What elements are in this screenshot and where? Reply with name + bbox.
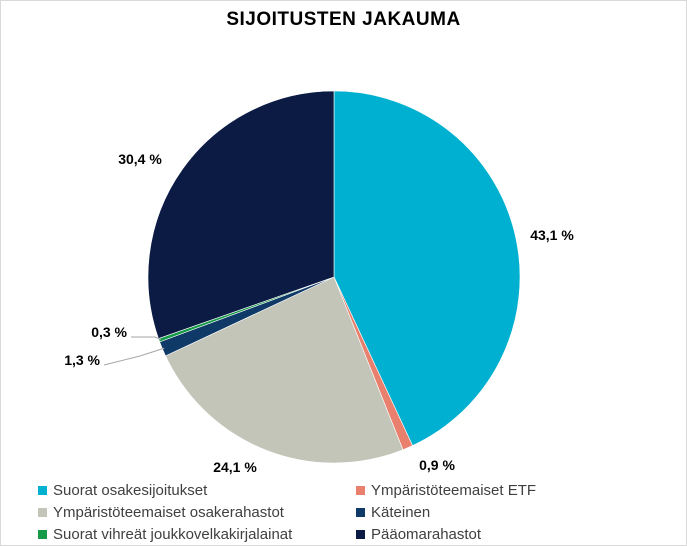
legend-swatch bbox=[356, 507, 365, 517]
legend-item-suorat-vihreat-joukkovelkakirjalainat: Suorat vihreät joukkovelkakirjalainat bbox=[38, 524, 356, 544]
legend-swatch bbox=[356, 485, 365, 495]
legend-item-ymparistoteemaiset-etf: Ympäristöteemaiset ETF bbox=[356, 480, 656, 500]
pie-slices bbox=[147, 90, 521, 464]
legend-label: Pääomarahastot bbox=[371, 525, 482, 543]
legend-label: Suorat osakesijoitukset bbox=[53, 481, 208, 499]
legend-label: Suorat vihreät joukkovelkakirjalainat bbox=[53, 525, 293, 543]
legend-item-kateinen: Käteinen bbox=[356, 502, 656, 522]
legend-item-paaomarahastot: Pääomarahastot bbox=[356, 524, 656, 544]
data-label-4: 0,3 % bbox=[91, 324, 127, 340]
data-label-3: 1,3 % bbox=[64, 352, 100, 368]
legend-label: Käteinen bbox=[371, 503, 431, 521]
pie-slice-5 bbox=[147, 90, 335, 339]
pie-slice-2 bbox=[165, 276, 404, 464]
legend-label: Ympäristöteemaiset ETF bbox=[371, 481, 537, 499]
legend-item-ymparistoteemaiset-osakerahastot: Ympäristöteemaiset osakerahastot bbox=[38, 502, 356, 522]
chart-legend: Suorat osakesijoitukset Ympäristöteemais… bbox=[38, 480, 658, 544]
leader-line-4 bbox=[131, 336, 162, 340]
data-label-2: 24,1 % bbox=[213, 459, 257, 475]
legend-swatch bbox=[38, 507, 47, 517]
chart-title: SIJOITUSTEN JAKAUMA bbox=[226, 9, 461, 30]
leader-lines bbox=[103, 336, 165, 366]
data-label-0: 43,1 % bbox=[530, 227, 574, 243]
data-labels: 43,1 % 0,9 % 24,1 % 1,3 % 0,3 % 30,4 % bbox=[64, 151, 574, 475]
data-label-1: 0,9 % bbox=[419, 457, 455, 473]
leader-line-3 bbox=[103, 347, 165, 366]
legend-swatch bbox=[356, 529, 365, 539]
legend-label: Ympäristöteemaiset osakerahastot bbox=[53, 503, 284, 521]
legend-swatch bbox=[38, 529, 47, 539]
data-label-5: 30,4 % bbox=[118, 151, 162, 167]
pie-slice-0 bbox=[333, 90, 521, 446]
legend-item-suorat-osakesijoitukset: Suorat osakesijoitukset bbox=[38, 480, 356, 500]
legend-swatch bbox=[38, 485, 47, 495]
